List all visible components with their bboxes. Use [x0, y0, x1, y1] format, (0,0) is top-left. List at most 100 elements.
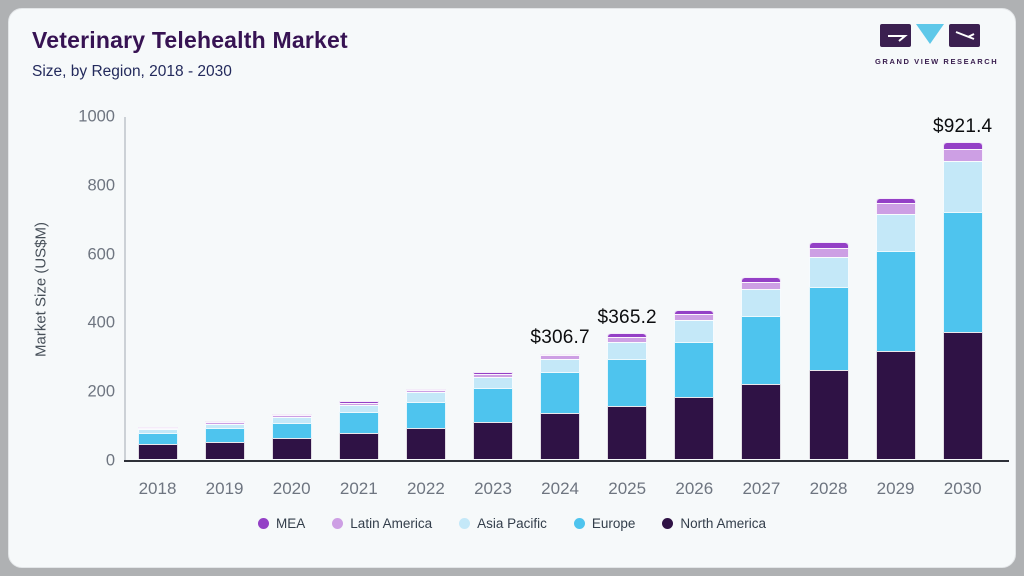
y-tick-label: 400 [87, 313, 115, 332]
page-title: Veterinary Telehealth Market [32, 27, 348, 53]
bar-segment-europe [338, 412, 379, 433]
bar-segment-asia-pacific [875, 213, 916, 252]
bar-segment-asia-pacific [137, 429, 178, 433]
bar-segment-latin-america [473, 374, 513, 378]
bar-segment-mea [808, 242, 849, 248]
bar-segment-north-america [338, 432, 379, 459]
bar-2027 [741, 277, 782, 459]
legend-dot-icon [459, 518, 471, 529]
bar-2023 [473, 372, 513, 459]
bar-segment-europe [204, 428, 245, 442]
y-tick-label: 0 [105, 451, 115, 470]
y-tick-label: 800 [87, 176, 115, 195]
y-axis-line [124, 117, 126, 461]
bar-segment-mea [942, 142, 983, 150]
bar-segment-latin-america [338, 402, 379, 405]
bar-segment-europe [405, 401, 446, 429]
bar-segment-north-america [674, 397, 715, 459]
bar-segment-latin-america [808, 247, 849, 257]
bar-value-label: $306.7 [530, 327, 590, 349]
bar-segment-latin-america [271, 415, 312, 418]
bar-segment-asia-pacific [405, 392, 446, 402]
bar-segment-latin-america [875, 203, 916, 214]
bar-segment-latin-america [204, 422, 245, 424]
x-tick-label: 2026 [675, 479, 714, 498]
bar-segment-europe [808, 287, 849, 371]
legend-dot-icon [662, 518, 674, 529]
bar-segment-north-america [607, 406, 648, 459]
legend-dot-icon [332, 518, 344, 529]
bar-segment-north-america [741, 384, 782, 459]
legend-label: Asia Pacific [477, 516, 547, 531]
bar-segment-mea [741, 277, 782, 283]
y-tick-label: 600 [87, 245, 115, 264]
bar-segment-asia-pacific [540, 359, 581, 373]
bar-segment-mea [875, 197, 916, 204]
bar-segment-north-america [540, 412, 581, 459]
bar-segment-asia-pacific [607, 341, 648, 359]
bar-2022 [405, 388, 446, 459]
x-tick-label: 2030 [943, 479, 982, 498]
x-tick-label: 2025 [608, 479, 647, 498]
bar-segment-mea [271, 414, 312, 416]
bar-2028 [808, 242, 849, 459]
bar-segment-latin-america [942, 149, 983, 161]
x-tick-label: 2022 [406, 479, 445, 498]
y-tick-label: 200 [87, 382, 115, 401]
bar-2019 [204, 421, 245, 459]
bar-segment-europe [875, 251, 916, 351]
legend-dot-icon [258, 518, 270, 529]
bar-segment-europe [473, 388, 513, 423]
x-tick-label: 2028 [809, 479, 848, 498]
x-tick-label: 2020 [272, 479, 311, 498]
legend-label: North America [680, 516, 766, 531]
bar-segment-europe [607, 358, 648, 407]
bar-2024 [540, 353, 581, 459]
x-tick-label: 2029 [876, 479, 915, 498]
bar-segment-europe [942, 212, 983, 332]
x-tick-label: 2023 [474, 479, 512, 498]
stacked-bar-chart: Market Size (US$M) 0 200 400 600 800 1000 201… [9, 9, 1015, 567]
bar-segment-asia-pacific [674, 319, 715, 342]
legend-dot-icon [573, 518, 585, 529]
bar-segment-north-america [875, 350, 916, 459]
bar-2025 [607, 333, 648, 459]
bar-segment-asia-pacific [808, 256, 849, 288]
legend-item-mea: MEA [258, 516, 305, 531]
bar-2026 [674, 309, 715, 459]
bar-2029 [875, 197, 916, 459]
bar-segment-latin-america [741, 282, 782, 290]
bar-segment-mea [137, 426, 178, 428]
x-tick-label: 2021 [339, 479, 378, 498]
bar-segment-north-america [942, 331, 983, 459]
legend-item-north-america: North America [662, 516, 766, 531]
bar-segment-latin-america [137, 427, 178, 430]
bar-2018 [137, 426, 178, 459]
bar-segment-asia-pacific [271, 417, 312, 423]
bar-segment-europe [674, 341, 715, 398]
bar-segment-europe [271, 422, 312, 439]
legend-item-europe: Europe [573, 516, 636, 531]
bar-segment-mea [540, 353, 581, 356]
bar-segment-asia-pacific [942, 160, 983, 213]
bar-segment-europe [540, 372, 581, 413]
bar-segment-north-america [808, 370, 849, 459]
gvr-logo-text: GRAND VIEW RESEARCH [875, 57, 999, 66]
y-tick-label: 1000 [78, 107, 115, 126]
y-axis-title: Market Size (US$M) [32, 221, 50, 358]
bar-segment-north-america [405, 428, 446, 459]
legend-label: Europe [591, 516, 636, 531]
bar-segment-north-america [204, 441, 245, 459]
gvr-logo-icon [880, 24, 980, 47]
bar-segment-north-america [271, 438, 312, 459]
legend-item-asia-pacific: Asia Pacific [459, 516, 547, 531]
bar-segment-mea [405, 388, 446, 390]
bar-2021 [338, 401, 379, 459]
legend-label: MEA [276, 516, 306, 531]
bar-segment-north-america [137, 443, 178, 459]
bar-segment-latin-america [540, 355, 581, 360]
bar-segment-mea [204, 421, 245, 423]
bar-segment-north-america [473, 422, 513, 459]
bar-segment-mea [338, 401, 379, 403]
x-axis-line [124, 460, 1009, 462]
